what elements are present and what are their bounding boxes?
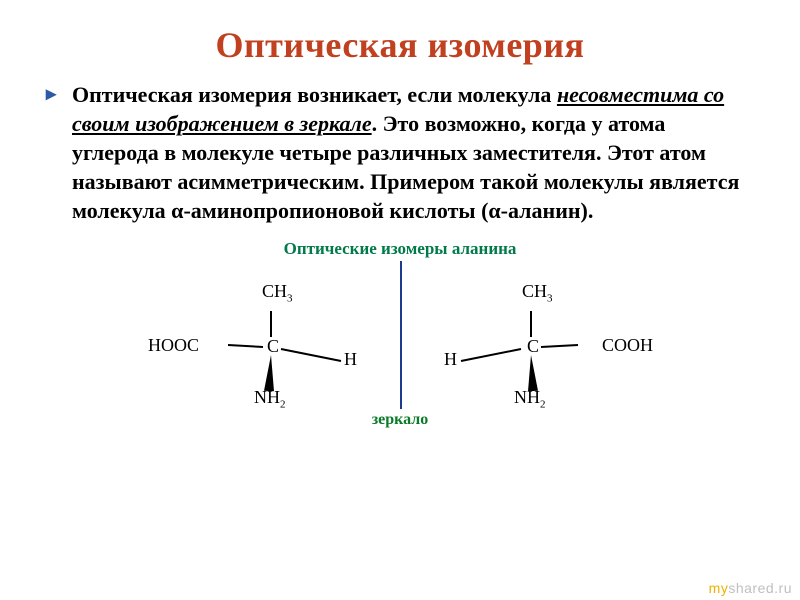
paragraph-pre: Оптическая изомерия возникает, если моле… [72, 82, 557, 107]
alanine-isomer-diagram: Оптические изомеры аланина зеркало CH3 C… [140, 239, 660, 439]
diagram-title: Оптические изомеры аланина [140, 239, 660, 259]
right-isomer: CH3 C COOH H NH2 [406, 265, 654, 415]
ch3-sub: 3 [287, 293, 293, 305]
nh2-sub-r: 2 [540, 399, 546, 411]
right-h: H [444, 349, 457, 370]
diagram-wrap: Оптические изомеры аланина зеркало CH3 C… [46, 239, 754, 439]
nh2-text-r: NH [514, 387, 540, 407]
nh2-text: NH [254, 387, 280, 407]
left-ch3: CH3 [262, 281, 293, 305]
ch3-text-r: CH [522, 281, 547, 301]
left-isomer: CH3 C HOOC H NH2 [146, 265, 394, 415]
watermark-shared: shared [728, 580, 774, 596]
slide-root: Оптическая изомерия ▸ Оптическая изомери… [0, 0, 800, 600]
mirror-line [400, 261, 402, 409]
left-hooc: HOOC [148, 335, 199, 356]
right-ch3: CH3 [522, 281, 553, 305]
right-c: C [527, 336, 539, 357]
left-h: H [344, 349, 357, 370]
watermark-dot: .ru [774, 580, 792, 596]
left-nh2: NH2 [254, 387, 286, 411]
watermark-my: my [709, 580, 729, 596]
body-paragraph: ▸ Оптическая изомерия возникает, если мо… [46, 80, 754, 225]
left-c: C [267, 336, 279, 357]
watermark: myshared.ru [709, 580, 792, 596]
slide-title: Оптическая изомерия [46, 24, 754, 66]
ch3-sub-r: 3 [547, 293, 553, 305]
ch3-text: CH [262, 281, 287, 301]
bullet-marker-icon: ▸ [46, 84, 56, 104]
right-cooh: COOH [602, 335, 653, 356]
nh2-sub: 2 [280, 399, 286, 411]
right-nh2: NH2 [514, 387, 546, 411]
